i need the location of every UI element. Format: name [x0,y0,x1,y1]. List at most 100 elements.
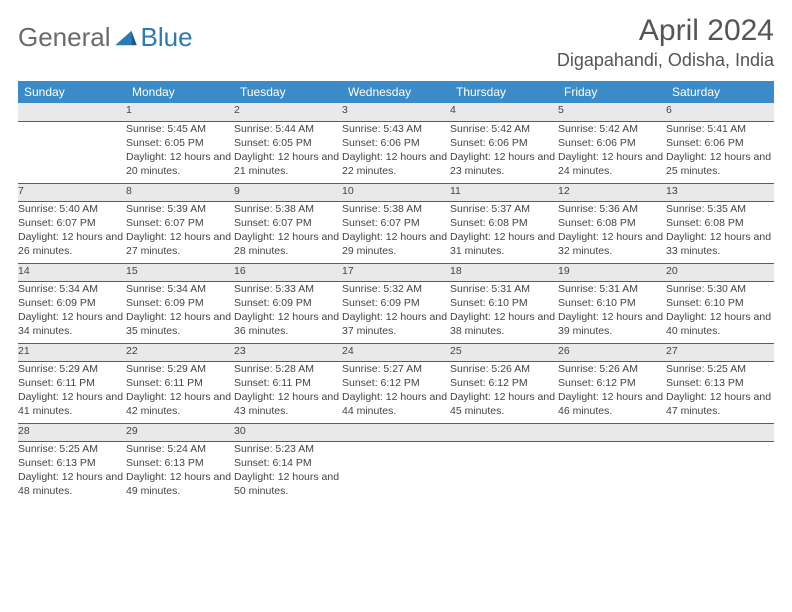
day-info-row: Sunrise: 5:45 AMSunset: 6:05 PMDaylight:… [18,121,774,183]
sunrise-line: Sunrise: 5:34 AM [18,282,126,296]
sunrise-line: Sunrise: 5:27 AM [342,362,450,376]
sunset-line: Sunset: 6:11 PM [126,376,234,390]
sunrise-line: Sunrise: 5:45 AM [126,122,234,136]
day-info-cell: Sunrise: 5:34 AMSunset: 6:09 PMDaylight:… [126,281,234,343]
day-info-cell: Sunrise: 5:29 AMSunset: 6:11 PMDaylight:… [18,361,126,423]
daylight-line: Daylight: 12 hours and 46 minutes. [558,390,666,418]
sunrise-line: Sunrise: 5:24 AM [126,442,234,456]
day-number-row: 14151617181920 [18,263,774,281]
weekday-header: Tuesday [234,81,342,103]
daylight-line: Daylight: 12 hours and 21 minutes. [234,150,342,178]
sunrise-line: Sunrise: 5:38 AM [234,202,342,216]
daylight-line: Daylight: 12 hours and 22 minutes. [342,150,450,178]
day-info-row: Sunrise: 5:40 AMSunset: 6:07 PMDaylight:… [18,201,774,263]
title-block: April 2024 Digapahandi, Odisha, India [557,14,774,71]
sunrise-line: Sunrise: 5:33 AM [234,282,342,296]
daylight-line: Daylight: 12 hours and 49 minutes. [126,470,234,498]
sunrise-line: Sunrise: 5:39 AM [126,202,234,216]
sunrise-line: Sunrise: 5:38 AM [342,202,450,216]
daylight-line: Daylight: 12 hours and 50 minutes. [234,470,342,498]
day-info-cell: Sunrise: 5:29 AMSunset: 6:11 PMDaylight:… [126,361,234,423]
day-info-cell: Sunrise: 5:26 AMSunset: 6:12 PMDaylight:… [558,361,666,423]
daylight-line: Daylight: 12 hours and 32 minutes. [558,230,666,258]
sunrise-line: Sunrise: 5:44 AM [234,122,342,136]
day-info-cell: Sunrise: 5:39 AMSunset: 6:07 PMDaylight:… [126,201,234,263]
day-number-cell [450,423,558,441]
day-info-cell: Sunrise: 5:35 AMSunset: 6:08 PMDaylight:… [666,201,774,263]
day-info-cell [342,441,450,503]
day-info-cell [450,441,558,503]
day-number-cell: 7 [18,183,126,201]
sunset-line: Sunset: 6:11 PM [234,376,342,390]
sunrise-line: Sunrise: 5:29 AM [126,362,234,376]
daylight-line: Daylight: 12 hours and 25 minutes. [666,150,774,178]
sunset-line: Sunset: 6:10 PM [666,296,774,310]
day-info-cell: Sunrise: 5:41 AMSunset: 6:06 PMDaylight:… [666,121,774,183]
day-number-cell [666,423,774,441]
day-number-row: 123456 [18,103,774,121]
daylight-line: Daylight: 12 hours and 37 minutes. [342,310,450,338]
day-info-row: Sunrise: 5:29 AMSunset: 6:11 PMDaylight:… [18,361,774,423]
day-info-cell: Sunrise: 5:44 AMSunset: 6:05 PMDaylight:… [234,121,342,183]
logo-word-2: Blue [141,22,193,53]
day-info-cell: Sunrise: 5:27 AMSunset: 6:12 PMDaylight:… [342,361,450,423]
day-number-cell [342,423,450,441]
day-number-cell: 2 [234,103,342,121]
sunset-line: Sunset: 6:05 PM [126,136,234,150]
daylight-line: Daylight: 12 hours and 38 minutes. [450,310,558,338]
weekday-header: Saturday [666,81,774,103]
logo-triangle-icon [115,29,137,47]
day-info-row: Sunrise: 5:34 AMSunset: 6:09 PMDaylight:… [18,281,774,343]
daylight-line: Daylight: 12 hours and 48 minutes. [18,470,126,498]
day-number-cell: 8 [126,183,234,201]
day-info-cell: Sunrise: 5:33 AMSunset: 6:09 PMDaylight:… [234,281,342,343]
calendar-header-row: SundayMondayTuesdayWednesdayThursdayFrid… [18,81,774,103]
day-number-cell: 22 [126,343,234,361]
daylight-line: Daylight: 12 hours and 36 minutes. [234,310,342,338]
daylight-line: Daylight: 12 hours and 43 minutes. [234,390,342,418]
day-number-cell: 19 [558,263,666,281]
daylight-line: Daylight: 12 hours and 44 minutes. [342,390,450,418]
day-info-cell: Sunrise: 5:32 AMSunset: 6:09 PMDaylight:… [342,281,450,343]
sunset-line: Sunset: 6:05 PM [234,136,342,150]
day-info-cell [18,121,126,183]
daylight-line: Daylight: 12 hours and 42 minutes. [126,390,234,418]
daylight-line: Daylight: 12 hours and 29 minutes. [342,230,450,258]
sunrise-line: Sunrise: 5:43 AM [342,122,450,136]
daylight-line: Daylight: 12 hours and 20 minutes. [126,150,234,178]
daylight-line: Daylight: 12 hours and 31 minutes. [450,230,558,258]
day-info-cell: Sunrise: 5:25 AMSunset: 6:13 PMDaylight:… [666,361,774,423]
day-info-cell: Sunrise: 5:31 AMSunset: 6:10 PMDaylight:… [558,281,666,343]
day-info-cell: Sunrise: 5:36 AMSunset: 6:08 PMDaylight:… [558,201,666,263]
day-info-cell: Sunrise: 5:40 AMSunset: 6:07 PMDaylight:… [18,201,126,263]
day-info-cell: Sunrise: 5:34 AMSunset: 6:09 PMDaylight:… [18,281,126,343]
sunset-line: Sunset: 6:09 PM [126,296,234,310]
weekday-header: Friday [558,81,666,103]
location: Digapahandi, Odisha, India [557,50,774,71]
day-info-cell: Sunrise: 5:24 AMSunset: 6:13 PMDaylight:… [126,441,234,503]
day-number-cell: 21 [18,343,126,361]
day-number-cell: 28 [18,423,126,441]
sunset-line: Sunset: 6:06 PM [342,136,450,150]
day-number-cell: 11 [450,183,558,201]
daylight-line: Daylight: 12 hours and 47 minutes. [666,390,774,418]
sunset-line: Sunset: 6:07 PM [234,216,342,230]
sunset-line: Sunset: 6:13 PM [18,456,126,470]
sunrise-line: Sunrise: 5:26 AM [558,362,666,376]
day-info-cell: Sunrise: 5:38 AMSunset: 6:07 PMDaylight:… [234,201,342,263]
sunrise-line: Sunrise: 5:30 AM [666,282,774,296]
day-number-cell: 23 [234,343,342,361]
day-number-row: 21222324252627 [18,343,774,361]
sunset-line: Sunset: 6:10 PM [450,296,558,310]
sunset-line: Sunset: 6:12 PM [342,376,450,390]
day-info-cell: Sunrise: 5:42 AMSunset: 6:06 PMDaylight:… [450,121,558,183]
day-info-cell: Sunrise: 5:43 AMSunset: 6:06 PMDaylight:… [342,121,450,183]
sunset-line: Sunset: 6:12 PM [450,376,558,390]
sunrise-line: Sunrise: 5:37 AM [450,202,558,216]
logo: General Blue [18,14,193,53]
sunrise-line: Sunrise: 5:36 AM [558,202,666,216]
sunset-line: Sunset: 6:08 PM [666,216,774,230]
daylight-line: Daylight: 12 hours and 28 minutes. [234,230,342,258]
day-number-cell: 6 [666,103,774,121]
sunset-line: Sunset: 6:06 PM [450,136,558,150]
